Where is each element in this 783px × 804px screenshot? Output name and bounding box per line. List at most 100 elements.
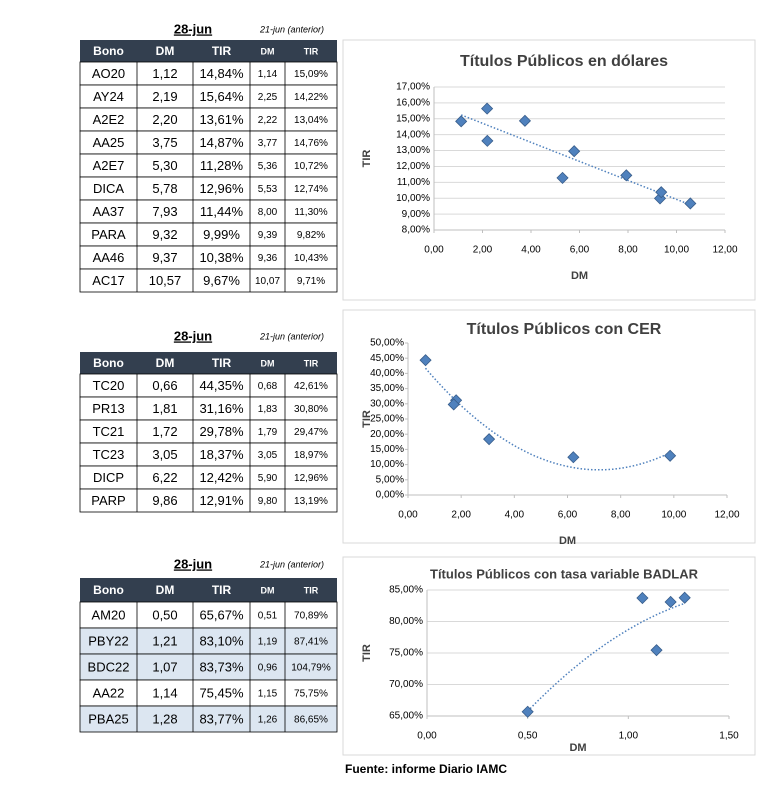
table-cell: 30,80% [294, 404, 328, 415]
table-row [79, 627, 338, 655]
table-cell: 10,72% [294, 161, 328, 172]
x-tick-label: 2,00 [451, 510, 471, 521]
table-cell: 11,28% [200, 158, 244, 173]
y-tick-label: 0,00% [376, 490, 404, 501]
table-cell: 5,78 [152, 181, 177, 196]
trendline [460, 114, 691, 206]
y-axis-label: TIR [361, 150, 373, 168]
point [419, 354, 432, 367]
table-cell: 1,28 [152, 711, 177, 726]
x-tick-label: 8,00 [618, 245, 638, 256]
table-cell: 75,75% [294, 689, 328, 700]
y-tick-label: 16,00% [396, 98, 430, 109]
table-cell: 11,44% [200, 204, 244, 219]
table-cell: 0,66 [152, 378, 177, 393]
table-cell: PARA [91, 227, 126, 242]
table-cell: 13,04% [294, 115, 328, 126]
table-cell: 83,10% [199, 633, 244, 648]
table-cell: 0,96 [258, 663, 278, 674]
y-tick-label: 75,00% [389, 648, 423, 659]
table-cell: 9,37 [152, 250, 177, 265]
table-cell: 1,21 [152, 633, 177, 648]
column-header: DM [156, 583, 175, 597]
column-header: TIR [304, 46, 319, 56]
table-cell: AM20 [92, 607, 126, 622]
table-cell: 12,74% [294, 184, 328, 195]
table-cell: PBA25 [88, 711, 128, 726]
table-cell: 83,77% [199, 711, 244, 726]
table-cell: AA25 [93, 135, 125, 150]
x-tick-label: 10,00 [661, 510, 686, 521]
table-cell: 14,87% [199, 135, 244, 150]
y-tick-label: 14,00% [396, 129, 430, 140]
table-cell: AA22 [93, 685, 125, 700]
y-tick-label: 70,00% [389, 679, 423, 690]
table-date: 28-jun [174, 328, 212, 343]
table-cell: 86,65% [294, 715, 328, 726]
y-tick-label: 40,00% [370, 368, 404, 379]
point [664, 595, 677, 609]
table-cell: 75,45% [199, 685, 244, 700]
table-cell: TC23 [93, 447, 125, 462]
table-cell: 9,32 [152, 227, 177, 242]
table-row [79, 268, 338, 293]
table-cell: 11,30% [294, 207, 327, 218]
table-cell: 12,42% [199, 470, 244, 485]
table-cell: 14,76% [294, 138, 328, 149]
table-cell: 7,93 [152, 204, 177, 219]
table-cell: 3,05 [258, 450, 278, 461]
x-tick-label: 0,00 [398, 510, 418, 521]
column-header: TIR [304, 358, 319, 368]
table-cell: 12,96% [294, 473, 328, 484]
table-cell: 2,22 [258, 115, 278, 126]
y-axis-label: TIR [361, 410, 373, 428]
table-cell: 3,75 [152, 135, 177, 150]
table-cell: 14,84% [199, 66, 244, 81]
y-tick-label: 9,00% [402, 209, 430, 220]
y-tick-label: 85,00% [389, 585, 423, 596]
x-tick-label: 0,00 [424, 245, 444, 256]
y-tick-label: 8,00% [402, 225, 430, 236]
table-cell: 42,61% [294, 381, 328, 392]
table-cell: 29,47% [294, 427, 328, 438]
x-tick-label: 4,00 [505, 510, 525, 521]
table-cell: DICA [93, 181, 124, 196]
table-cell: 1,79 [258, 427, 278, 438]
trendline [527, 602, 685, 712]
x-tick-label: 0,00 [417, 731, 437, 742]
table-cell: DICP [93, 470, 124, 485]
table-cell: 1,07 [152, 659, 177, 674]
table-cell: 6,22 [152, 470, 177, 485]
table-cell: 31,16% [199, 401, 244, 416]
table-header [80, 40, 337, 62]
point [568, 145, 581, 158]
y-tick-label: 45,00% [370, 353, 404, 364]
column-header: DM [156, 44, 175, 58]
point [653, 192, 667, 205]
table-cell: 13,61% [199, 112, 244, 127]
x-axis-label: DM [571, 270, 588, 282]
trendline [424, 367, 671, 471]
y-tick-label: 10,00% [370, 459, 404, 470]
table-cell: 8,00 [258, 207, 278, 218]
table-cell: A2E2 [93, 112, 125, 127]
y-axis-label: TIR [361, 644, 373, 662]
table-row [79, 679, 338, 707]
table-cell: 1,81 [152, 401, 177, 416]
table-previous: 21-jun (anterior) [259, 559, 324, 569]
table-cell: 9,80 [258, 496, 278, 507]
x-tick-label: 6,00 [558, 510, 578, 521]
y-tick-label: 5,00% [376, 474, 404, 485]
table-cell: 1,14 [258, 69, 278, 80]
point [655, 186, 668, 199]
table-row [79, 653, 338, 681]
table-cell: 87,41% [294, 637, 328, 648]
y-tick-label: 13,00% [396, 145, 430, 156]
x-tick-label: 8,00 [611, 510, 631, 521]
point [455, 115, 468, 128]
column-header: TIR [212, 583, 232, 597]
y-tick-label: 35,00% [370, 383, 404, 394]
table-cell: 12,91% [199, 493, 244, 508]
column-header: DM [261, 585, 275, 595]
table-cell: 10,38% [199, 250, 244, 265]
